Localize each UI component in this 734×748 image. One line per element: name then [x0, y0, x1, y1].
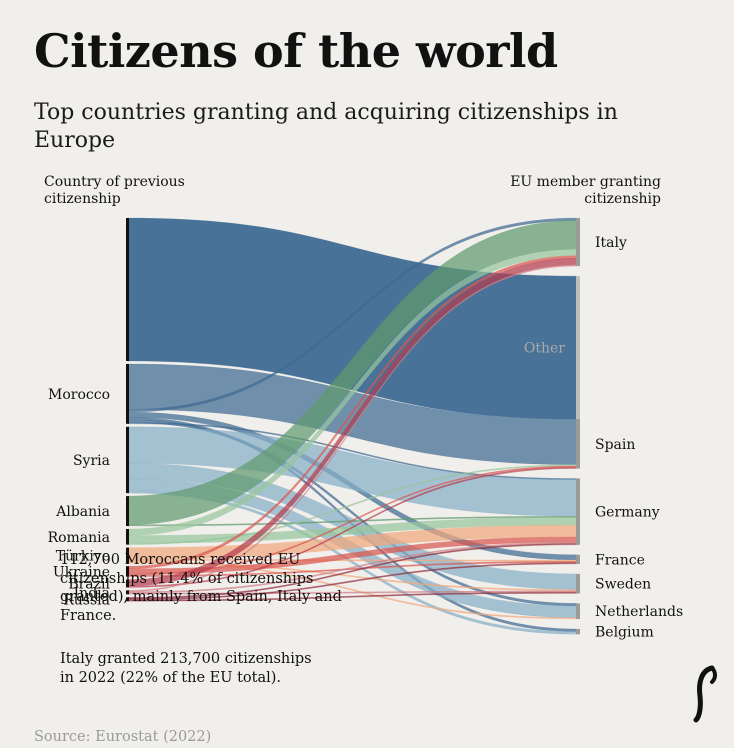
right-header-line-2: citizenship — [584, 191, 661, 207]
source-label-ukraine: Ukraine — [53, 564, 110, 580]
source-node-russia — [126, 597, 129, 602]
target-node-italy — [576, 218, 580, 267]
source-node-morocco — [126, 364, 129, 424]
source-label-romania: Romania — [48, 530, 110, 546]
target-node-spain — [576, 419, 580, 469]
flow-russia-to-france — [127, 562, 578, 601]
target-node-sweden — [576, 573, 580, 594]
chart-subtitle: Top countries granting and acquiring cit… — [34, 100, 618, 153]
source-node-turkiye — [126, 547, 129, 564]
target-label-italy: Italy — [595, 235, 627, 251]
source-label-india: India — [74, 585, 110, 601]
source-node-ukraine — [126, 566, 129, 577]
right-axis-header: EU member granting citizenship — [510, 174, 661, 208]
source-node-india — [126, 590, 129, 595]
right-header-line-1: EU member granting — [510, 174, 661, 190]
target-label-france: France — [595, 552, 645, 568]
target-node-netherlands — [576, 603, 580, 619]
source-label-syria: Syria — [73, 453, 110, 469]
target-label-spain: Spain — [595, 437, 635, 453]
target-label-belgium: Belgium — [595, 625, 654, 641]
annotation-italy: Italy granted 213,700 citizenships in 20… — [60, 651, 312, 686]
left-header-line-1: Country of previous — [44, 174, 185, 190]
target-label-netherlands: Netherlands — [595, 604, 683, 620]
target-node-belgium — [576, 629, 580, 635]
source-node-other — [126, 218, 129, 361]
target-label-germany: Germany — [595, 505, 660, 521]
source-node-romania — [126, 529, 129, 545]
source-node-brazil — [126, 579, 129, 588]
flow-links — [127, 217, 578, 635]
source-label-brazil: Brazil — [68, 577, 110, 593]
target-node-france — [576, 554, 580, 564]
chart-title: Citizens of the world — [34, 24, 558, 78]
publisher-logo-icon — [693, 665, 717, 723]
target-label-other: Other — [524, 341, 565, 357]
left-axis-header: Country of previous citizenship — [44, 174, 185, 208]
source-label-morocco: Morocco — [48, 387, 110, 403]
target-label-sweden: Sweden — [595, 577, 651, 593]
source-label-turkiye: Türkiye — [56, 548, 110, 564]
left-header-line-2: citizenship — [44, 191, 121, 207]
source-label-russia: Russia — [63, 592, 110, 608]
annotation-morocco: 112,700 Moroccans received EU citizenshi… — [60, 552, 342, 624]
source-node-syria — [126, 426, 129, 494]
target-node-other — [576, 276, 580, 420]
source-label-albania: Albania — [55, 504, 110, 520]
target-node-germany — [576, 478, 580, 545]
source-note: Source: Eurostat (2022) — [34, 729, 212, 745]
source-node-albania — [126, 496, 129, 526]
